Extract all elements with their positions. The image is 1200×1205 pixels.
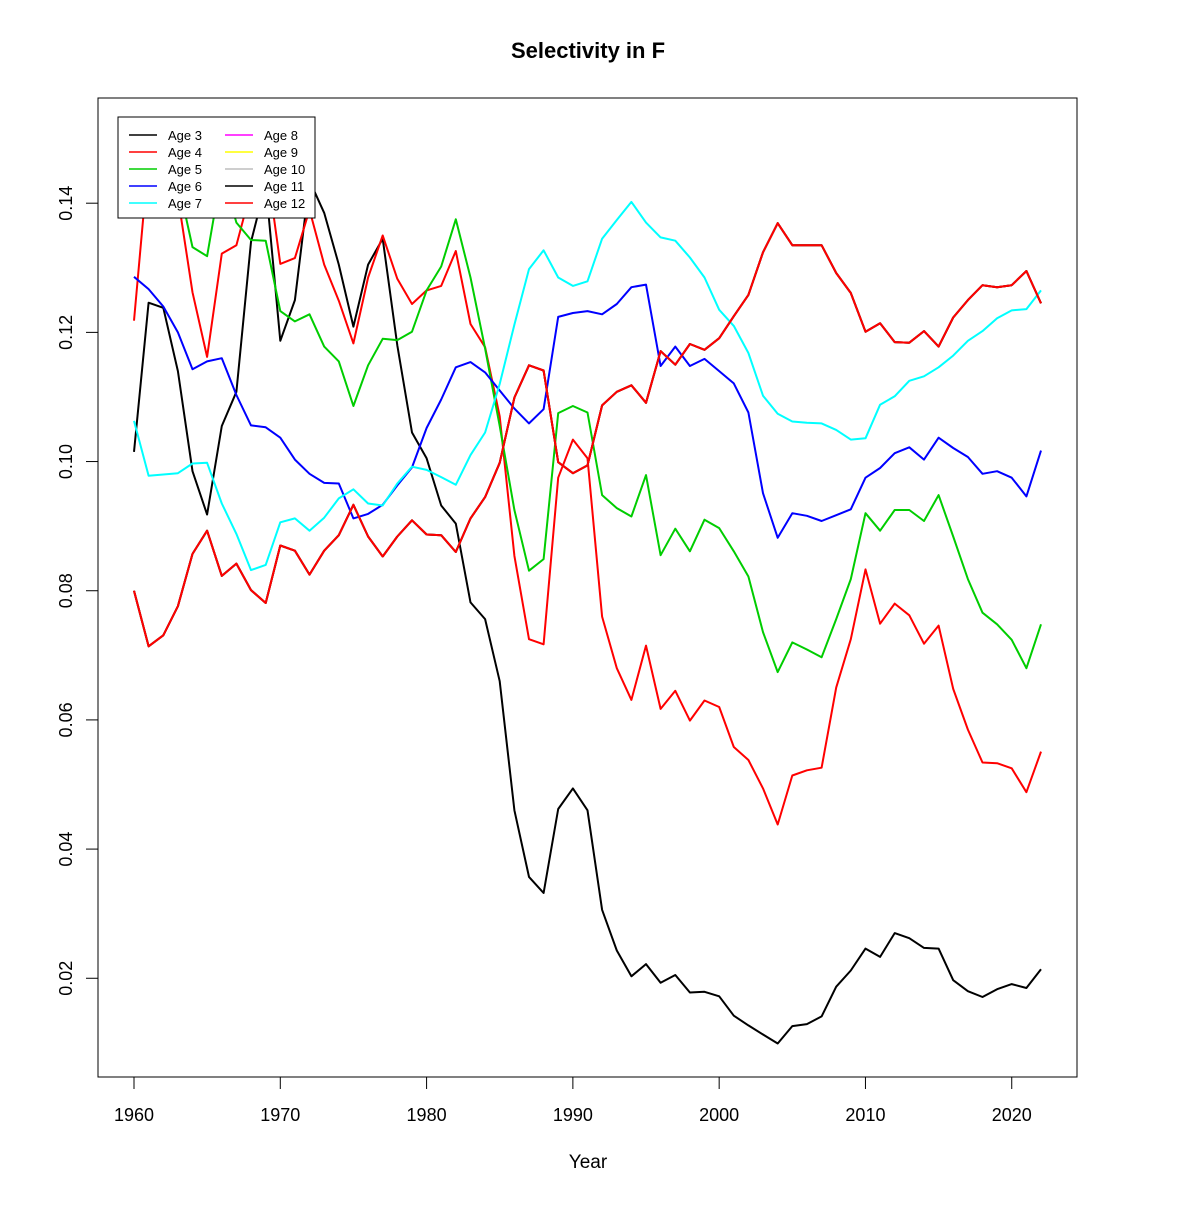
- x-axis: 1960 1970 1980 1990 2000 2010 2020: [114, 1076, 1032, 1125]
- legend-label: Age 11: [264, 179, 304, 194]
- series-line-age-12: [133, 222, 1042, 648]
- y-tick-label: 0.06: [56, 702, 76, 737]
- legend-label: Age 10: [264, 162, 305, 177]
- x-tick-label: 2010: [845, 1105, 885, 1125]
- x-tick-label: 1990: [553, 1105, 593, 1125]
- series-line-age-4: [133, 144, 1042, 826]
- legend-label: Age 6: [168, 179, 202, 194]
- series-line-age-7: [133, 200, 1042, 572]
- legend-label: Age 3: [168, 128, 202, 143]
- x-tick-label: 1970: [260, 1105, 300, 1125]
- x-tick-label: 1960: [114, 1105, 154, 1125]
- x-tick-label: 2020: [992, 1105, 1032, 1125]
- legend-label: Age 12: [264, 196, 305, 211]
- plot-frame: [97, 97, 1078, 1078]
- y-tick-label: 0.04: [56, 832, 76, 867]
- legend-label: Age 8: [264, 128, 298, 143]
- legend-label: Age 5: [168, 162, 202, 177]
- y-axis: 0.02 0.04 0.06 0.08 0.10 0.12 0.14: [56, 186, 99, 996]
- y-tick-label: 0.02: [56, 961, 76, 996]
- legend-label: Age 4: [168, 145, 202, 160]
- series-line-age-3: [133, 179, 1042, 1045]
- x-tick-label: 1980: [407, 1105, 447, 1125]
- y-tick-label: 0.10: [56, 444, 76, 479]
- x-tick-label: 2000: [699, 1105, 739, 1125]
- chart-title: Selectivity in F: [511, 38, 665, 63]
- legend: Age 3 Age 4 Age 5 Age 6 Age 7 Age 8 Age 9 Age 1…: [117, 116, 316, 219]
- legend-label: Age 9: [264, 145, 298, 160]
- series-layer: [133, 144, 1042, 1045]
- legend-box: [117, 116, 316, 219]
- series-line-age-5: [133, 144, 1042, 674]
- y-tick-label: 0.12: [56, 315, 76, 350]
- x-axis-label: Year: [569, 1152, 608, 1173]
- y-tick-label: 0.08: [56, 573, 76, 608]
- y-tick-label: 0.14: [56, 186, 76, 221]
- series-line-age-6: [133, 276, 1042, 539]
- legend-label: Age 7: [168, 196, 202, 211]
